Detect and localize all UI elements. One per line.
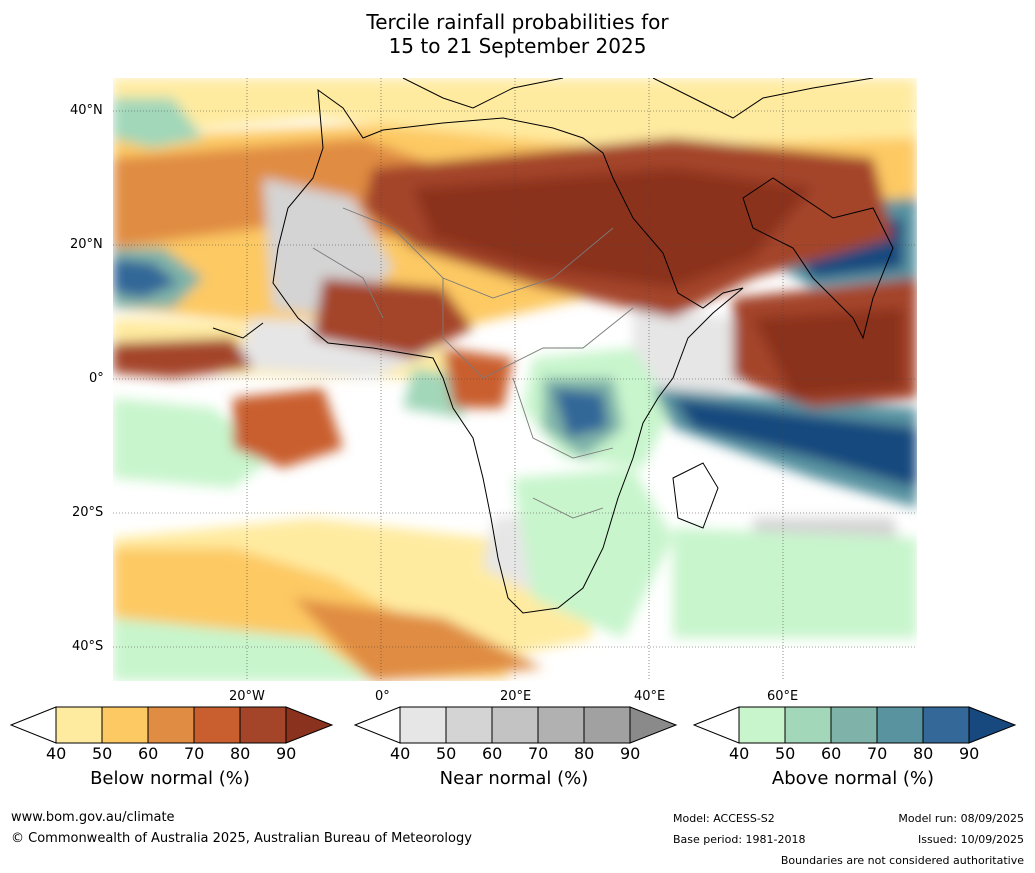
title-line-2: 15 to 21 September 2025 bbox=[388, 34, 647, 58]
model-run-text: Model run: 08/09/2025 bbox=[898, 812, 1024, 825]
coastlines bbox=[212, 78, 894, 614]
tick-label: 80 bbox=[574, 744, 595, 763]
colorbar-near-ticks: 40 50 60 70 80 90 bbox=[390, 744, 650, 764]
tick-label: 70 bbox=[528, 744, 549, 763]
colorbar-below-normal-swatches bbox=[9, 706, 334, 744]
colorbar-near-title: Near normal (%) bbox=[439, 768, 589, 789]
tick-label: 70 bbox=[867, 744, 888, 763]
colorbar-above-ticks: 40 50 60 70 80 90 bbox=[729, 744, 989, 764]
tick-label: 40 bbox=[390, 744, 411, 763]
colorbar-above-normal bbox=[692, 706, 1017, 748]
lat-label: 20°S bbox=[72, 505, 104, 520]
lat-label: 40°N bbox=[70, 103, 103, 118]
graticule bbox=[113, 78, 917, 681]
colorbar-below-ticks: 40 50 60 70 80 90 bbox=[46, 744, 306, 764]
probability-field bbox=[113, 78, 917, 681]
tick-label: 60 bbox=[821, 744, 842, 763]
lat-label: 40°S bbox=[72, 639, 104, 654]
colorbar-below-normal bbox=[9, 706, 334, 748]
country-borders bbox=[312, 207, 634, 519]
tick-label: 80 bbox=[230, 744, 251, 763]
lon-label: 20°W bbox=[229, 689, 265, 704]
website-link[interactable]: www.bom.gov.au/climate bbox=[11, 810, 175, 825]
tick-label: 90 bbox=[620, 744, 641, 763]
tick-label: 50 bbox=[775, 744, 796, 763]
tick-label: 40 bbox=[729, 744, 750, 763]
tick-label: 90 bbox=[959, 744, 980, 763]
lon-label: 0° bbox=[375, 689, 390, 704]
base-period-text: Base period: 1981-2018 bbox=[673, 833, 806, 846]
colorbar-above-title: Above normal (%) bbox=[771, 768, 935, 789]
tick-label: 80 bbox=[913, 744, 934, 763]
tick-label: 50 bbox=[436, 744, 457, 763]
lat-label: 20°N bbox=[70, 237, 103, 252]
issued-text: Issued: 10/09/2025 bbox=[917, 833, 1024, 846]
lon-label: 60°E bbox=[767, 689, 799, 704]
colorbar-near-normal-swatches bbox=[353, 706, 678, 744]
tick-label: 90 bbox=[276, 744, 297, 763]
tick-label: 60 bbox=[482, 744, 503, 763]
lat-label: 0° bbox=[89, 371, 104, 386]
tick-label: 40 bbox=[46, 744, 67, 763]
copyright-text: © Commonwealth of Australia 2025, Austra… bbox=[11, 831, 472, 846]
model-text: Model: ACCESS-S2 bbox=[673, 812, 775, 825]
tick-label: 50 bbox=[92, 744, 113, 763]
lon-label: 40°E bbox=[634, 689, 666, 704]
colorbar-above-normal-swatches bbox=[692, 706, 1017, 744]
rainfall-probability-map bbox=[113, 78, 917, 681]
tick-label: 60 bbox=[138, 744, 159, 763]
title-line-1: Tercile rainfall probabilities for bbox=[366, 10, 669, 34]
disclaimer-text: Boundaries are not considered authoritat… bbox=[780, 854, 1024, 867]
colorbar-near-normal bbox=[353, 706, 678, 748]
lon-label: 20°E bbox=[500, 689, 532, 704]
colorbar-below-title: Below normal (%) bbox=[90, 768, 250, 789]
map-canvas bbox=[113, 78, 917, 681]
map-title: Tercile rainfall probabilities for 15 to… bbox=[0, 10, 1035, 58]
tick-label: 70 bbox=[184, 744, 205, 763]
